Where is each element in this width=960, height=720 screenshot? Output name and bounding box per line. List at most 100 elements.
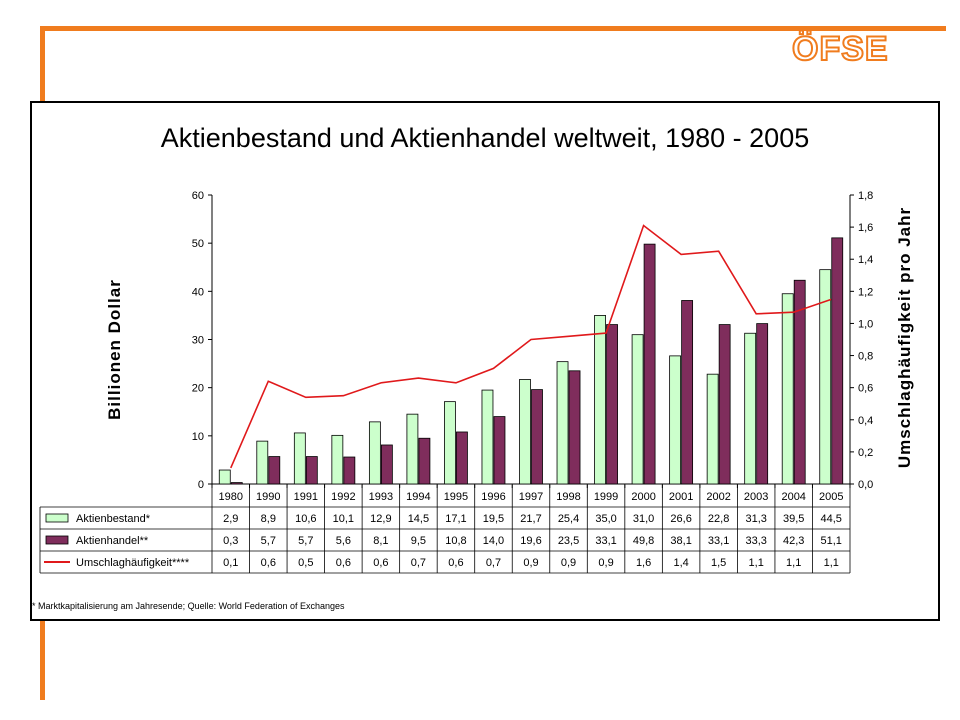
y2-tick-label: 1,0 (858, 318, 873, 330)
table-value: 1,6 (636, 557, 651, 569)
bar-aktienbestand (556, 361, 569, 485)
y-tick-label: 60 (192, 190, 204, 202)
table-value: 10,6 (295, 513, 316, 525)
bar-aktienbestand (819, 269, 832, 485)
bar-aktienbestand (368, 421, 381, 485)
bar-aktienhandel (681, 300, 694, 485)
table-value: 5,7 (261, 535, 276, 547)
x-tick-label: 1997 (519, 491, 543, 503)
x-tick-label: 2002 (706, 491, 730, 503)
bar-aktienhandel (831, 237, 844, 485)
y-tick-label: 20 (192, 383, 204, 395)
y2-tick-label: 0,0 (858, 479, 873, 491)
table-value: 5,7 (298, 535, 313, 547)
x-tick-label: 1998 (556, 491, 580, 503)
table-value: 31,0 (633, 513, 654, 525)
y-tick-label: 50 (192, 238, 204, 250)
chart-frame: Aktienbestand und Aktienhandel weltweit,… (30, 101, 940, 621)
table-value: 1,5 (711, 557, 726, 569)
bar-aktienbestand (781, 293, 794, 485)
table-value: 8,9 (261, 513, 276, 525)
bar-aktienhandel (418, 437, 431, 485)
table-value: 17,1 (445, 513, 466, 525)
x-tick-label: 1993 (369, 491, 393, 503)
table-value: 0,9 (561, 557, 576, 569)
table-value: 2,9 (223, 513, 238, 525)
bar-aktienhandel (343, 456, 356, 485)
bar-aktienbestand (406, 413, 419, 485)
x-tick-label: 1991 (294, 491, 318, 503)
table-value: 42,3 (783, 535, 804, 547)
table-value: 23,5 (558, 535, 579, 547)
legend-label: Umschlaghäufigkeit**** (76, 557, 190, 569)
y-axis-title: Billionen Dollar (105, 279, 124, 420)
bar-aktienbestand (444, 401, 456, 485)
legend-key-aktienhandel (45, 535, 69, 545)
bar-aktienbestand (594, 315, 606, 485)
table-value: 0,5 (298, 557, 313, 569)
y-tick-label: 40 (192, 286, 204, 298)
table-value: 12,9 (370, 513, 391, 525)
y2-tick-label: 1,8 (858, 190, 873, 202)
x-tick-label: 2000 (631, 491, 655, 503)
table-value: 39,5 (783, 513, 804, 525)
table-value: 14,0 (483, 535, 504, 547)
table-value: 1,1 (749, 557, 764, 569)
table-value: 1,1 (824, 557, 839, 569)
y2-tick-label: 1,6 (858, 222, 873, 234)
bar-aktienhandel (380, 444, 393, 485)
x-tick-label: 1992 (331, 491, 355, 503)
table-value: 33,3 (745, 535, 766, 547)
chart-svg: 0 10 20 30 40 50 60 0,0 0,2 0,4 0,6 0,8 1,0 1,2 1,4 1,6… (39, 190, 914, 574)
table-value: 10,1 (333, 513, 354, 525)
table-value: 44,5 (821, 513, 842, 525)
top-accent-line (40, 26, 946, 31)
table-value: 38,1 (670, 535, 691, 547)
legend-key-aktienbestand (45, 513, 69, 523)
table-value: 14,5 (408, 513, 429, 525)
y2-tick-label: 0,8 (858, 351, 873, 363)
table-value: 19,6 (520, 535, 541, 547)
table-value: 33,1 (708, 535, 729, 547)
table-value: 10,8 (445, 535, 466, 547)
table-value: 49,8 (633, 535, 654, 547)
bar-aktienhandel (268, 456, 281, 485)
table-value: 0,9 (523, 557, 538, 569)
table-value: 0,1 (223, 557, 238, 569)
table-value: 8,1 (373, 535, 388, 547)
table-value: 19,5 (483, 513, 504, 525)
bar-aktienbestand (293, 432, 306, 485)
x-tick-label: 1990 (256, 491, 280, 503)
y2-tick-label: 0,6 (858, 383, 873, 395)
x-tick-label: 2005 (819, 491, 843, 503)
bar-aktienhandel (606, 324, 618, 485)
bar-aktienbestand (706, 373, 719, 485)
table-value: 0,6 (261, 557, 276, 569)
table-value: 0,6 (373, 557, 388, 569)
bar-aktienhandel (456, 431, 468, 485)
oefse-logo: ÖFSE (791, 29, 889, 69)
bar-aktienhandel (756, 323, 769, 485)
bar-aktienhandel (531, 389, 543, 485)
bar-aktienbestand (744, 332, 757, 485)
line-umschlaghaeufigkeit (230, 224, 832, 469)
y-tick-label: 0 (198, 479, 204, 491)
x-tick-label: 1980 (219, 491, 243, 503)
legend-label: Aktienhandel** (76, 535, 149, 547)
table-value: 0,3 (223, 535, 238, 547)
x-tick-label: 1996 (481, 491, 505, 503)
bar-aktienbestand (669, 355, 682, 485)
x-tick-label: 2004 (781, 491, 805, 503)
table-value: 0,7 (411, 557, 426, 569)
bar-aktienbestand (256, 440, 269, 485)
table-value: 0,9 (598, 557, 613, 569)
bar-aktienhandel (230, 482, 243, 485)
bar-aktienhandel (568, 370, 581, 485)
y2-tick-label: 1,2 (858, 286, 873, 298)
table-value: 9,5 (411, 535, 426, 547)
bar-aktienbestand (481, 389, 494, 485)
bar-aktienbestand (218, 469, 231, 485)
table-value: 22,8 (708, 513, 729, 525)
footnote: * Marktkapitalisierung am Jahresende; Qu… (32, 601, 345, 611)
legend-label: Aktienbestand* (76, 513, 151, 525)
